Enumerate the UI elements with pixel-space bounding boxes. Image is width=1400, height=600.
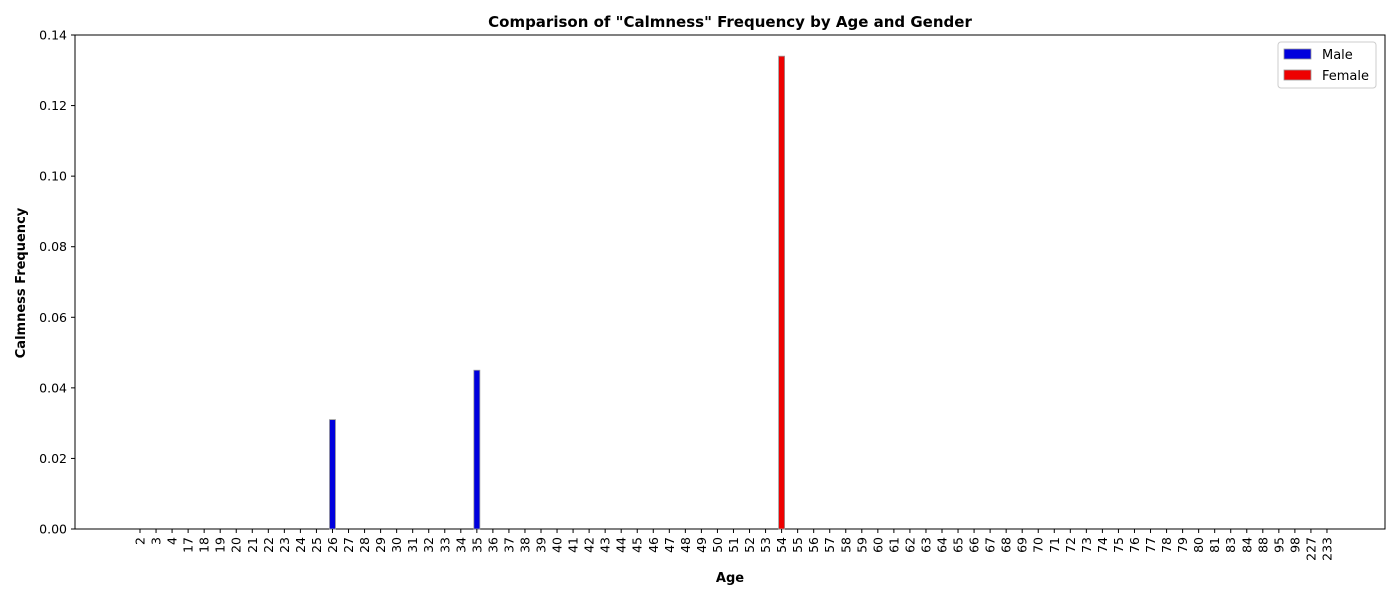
x-tick-label: 23 (277, 537, 292, 553)
x-tick-label: 18 (197, 537, 212, 553)
x-tick-label: 53 (758, 537, 773, 553)
legend-label-male: Male (1322, 48, 1353, 63)
x-tick-label: 62 (902, 537, 917, 553)
chart-title: Comparison of "Calmness" Frequency by Ag… (488, 13, 972, 31)
y-tick-label: 0.14 (39, 28, 67, 43)
x-tick-label: 42 (582, 537, 597, 553)
x-tick-label: 67 (983, 537, 998, 553)
x-tick-label: 69 (1015, 537, 1030, 553)
x-tick-label: 66 (967, 537, 982, 553)
x-tick-label: 24 (293, 537, 308, 553)
bar-male-26 (329, 419, 336, 530)
x-tick-label: 227 (1303, 537, 1318, 561)
x-axis-label: Age (716, 571, 744, 586)
x-tick-label: 35 (469, 537, 484, 553)
x-tick-label: 61 (886, 537, 901, 553)
bar-female-54 (778, 55, 785, 530)
x-tick-label: 56 (806, 537, 821, 553)
x-tick-label: 95 (1271, 537, 1286, 553)
x-tick-label: 88 (1255, 537, 1270, 553)
x-tick-label: 98 (1287, 537, 1302, 553)
x-tick-label: 21 (245, 537, 260, 553)
x-tick-label: 49 (694, 537, 709, 553)
x-tick-label: 32 (421, 537, 436, 553)
x-tick-label: 68 (999, 537, 1014, 553)
x-tick-label: 19 (213, 537, 228, 553)
x-tick-label: 31 (405, 537, 420, 553)
x-tick-label: 233 (1319, 537, 1334, 561)
plot-frame (74, 34, 1386, 530)
x-tick-label: 83 (1223, 537, 1238, 553)
x-tick-label: 27 (341, 537, 356, 553)
x-tick-label: 20 (229, 537, 244, 553)
y-tick-label: 0.02 (39, 451, 67, 466)
x-tick-label: 63 (918, 537, 933, 553)
x-tick-label: 72 (1063, 537, 1078, 553)
x-tick-label: 37 (501, 537, 516, 553)
y-tick-label: 0.08 (39, 239, 67, 254)
x-tick-label: 43 (598, 537, 613, 553)
x-tick-label: 76 (1127, 537, 1142, 553)
x-tick-label: 52 (742, 537, 757, 553)
x-tick-label: 38 (517, 537, 532, 553)
x-tick-label: 73 (1079, 537, 1094, 553)
x-tick-label: 57 (822, 537, 837, 553)
x-tick-label: 64 (935, 537, 950, 553)
y-tick-label: 0.10 (39, 169, 67, 184)
x-axis: 2 3 4 17 18 19 20 21 22 23 24 25 26 27 28 29 30 31 32 33 34 3… (133, 529, 1334, 561)
x-tick-label: 30 (389, 537, 404, 553)
y-tick-label: 0.12 (39, 98, 67, 113)
x-tick-label: 46 (646, 537, 661, 553)
x-tick-label: 44 (614, 537, 629, 553)
legend-swatch-female (1283, 69, 1312, 81)
x-tick-label: 77 (1143, 537, 1158, 553)
x-tick-label: 84 (1239, 537, 1254, 553)
x-tick-label: 48 (678, 537, 693, 553)
y-axis-label: Calmness Frequency (14, 207, 29, 358)
x-tick-label: 65 (951, 537, 966, 553)
x-tick-label: 28 (357, 537, 372, 553)
x-tick-label: 29 (373, 537, 388, 553)
legend-swatch-male (1283, 48, 1312, 60)
y-tick-label: 0.00 (39, 522, 67, 537)
x-tick-label: 80 (1191, 537, 1206, 553)
x-tick-label: 54 (774, 537, 789, 553)
plot-area (74, 34, 1386, 530)
x-tick-label: 39 (534, 537, 549, 553)
x-tick-label: 51 (726, 537, 741, 553)
x-tick-label: 34 (453, 537, 468, 553)
x-tick-label: 81 (1207, 537, 1222, 553)
x-tick-label: 74 (1095, 537, 1110, 553)
x-tick-label: 55 (790, 537, 805, 553)
x-tick-label: 60 (870, 537, 885, 553)
x-tick-label: 79 (1175, 537, 1190, 553)
x-tick-label: 59 (854, 537, 869, 553)
x-tick-label: 75 (1111, 537, 1126, 553)
x-tick-label: 78 (1159, 537, 1174, 553)
bar-male-35 (473, 369, 481, 530)
x-tick-label: 41 (566, 537, 581, 553)
x-tick-label: 33 (437, 537, 452, 553)
x-tick-label: 47 (662, 537, 677, 553)
x-tick-label: 2 (133, 537, 148, 545)
x-tick-label: 45 (630, 537, 645, 553)
legend: Male Female (1277, 41, 1377, 89)
x-tick-label: 50 (710, 537, 725, 553)
y-tick-label: 0.06 (39, 310, 67, 325)
x-tick-label: 17 (181, 537, 196, 553)
y-axis: 0.00 0.02 0.04 0.06 0.08 0.10 0.12 0.14 (39, 28, 75, 537)
x-tick-label: 36 (485, 537, 500, 553)
x-tick-label: 70 (1031, 537, 1046, 553)
x-tick-label: 4 (165, 537, 180, 545)
x-tick-label: 25 (309, 537, 324, 553)
x-tick-label: 22 (261, 537, 276, 553)
x-tick-label: 40 (550, 537, 565, 553)
legend-label-female: Female (1322, 69, 1369, 84)
x-tick-label: 3 (149, 537, 164, 545)
x-tick-label: 58 (838, 537, 853, 553)
x-tick-label: 26 (325, 537, 340, 553)
x-tick-label: 71 (1047, 537, 1062, 553)
y-tick-label: 0.04 (39, 380, 67, 395)
